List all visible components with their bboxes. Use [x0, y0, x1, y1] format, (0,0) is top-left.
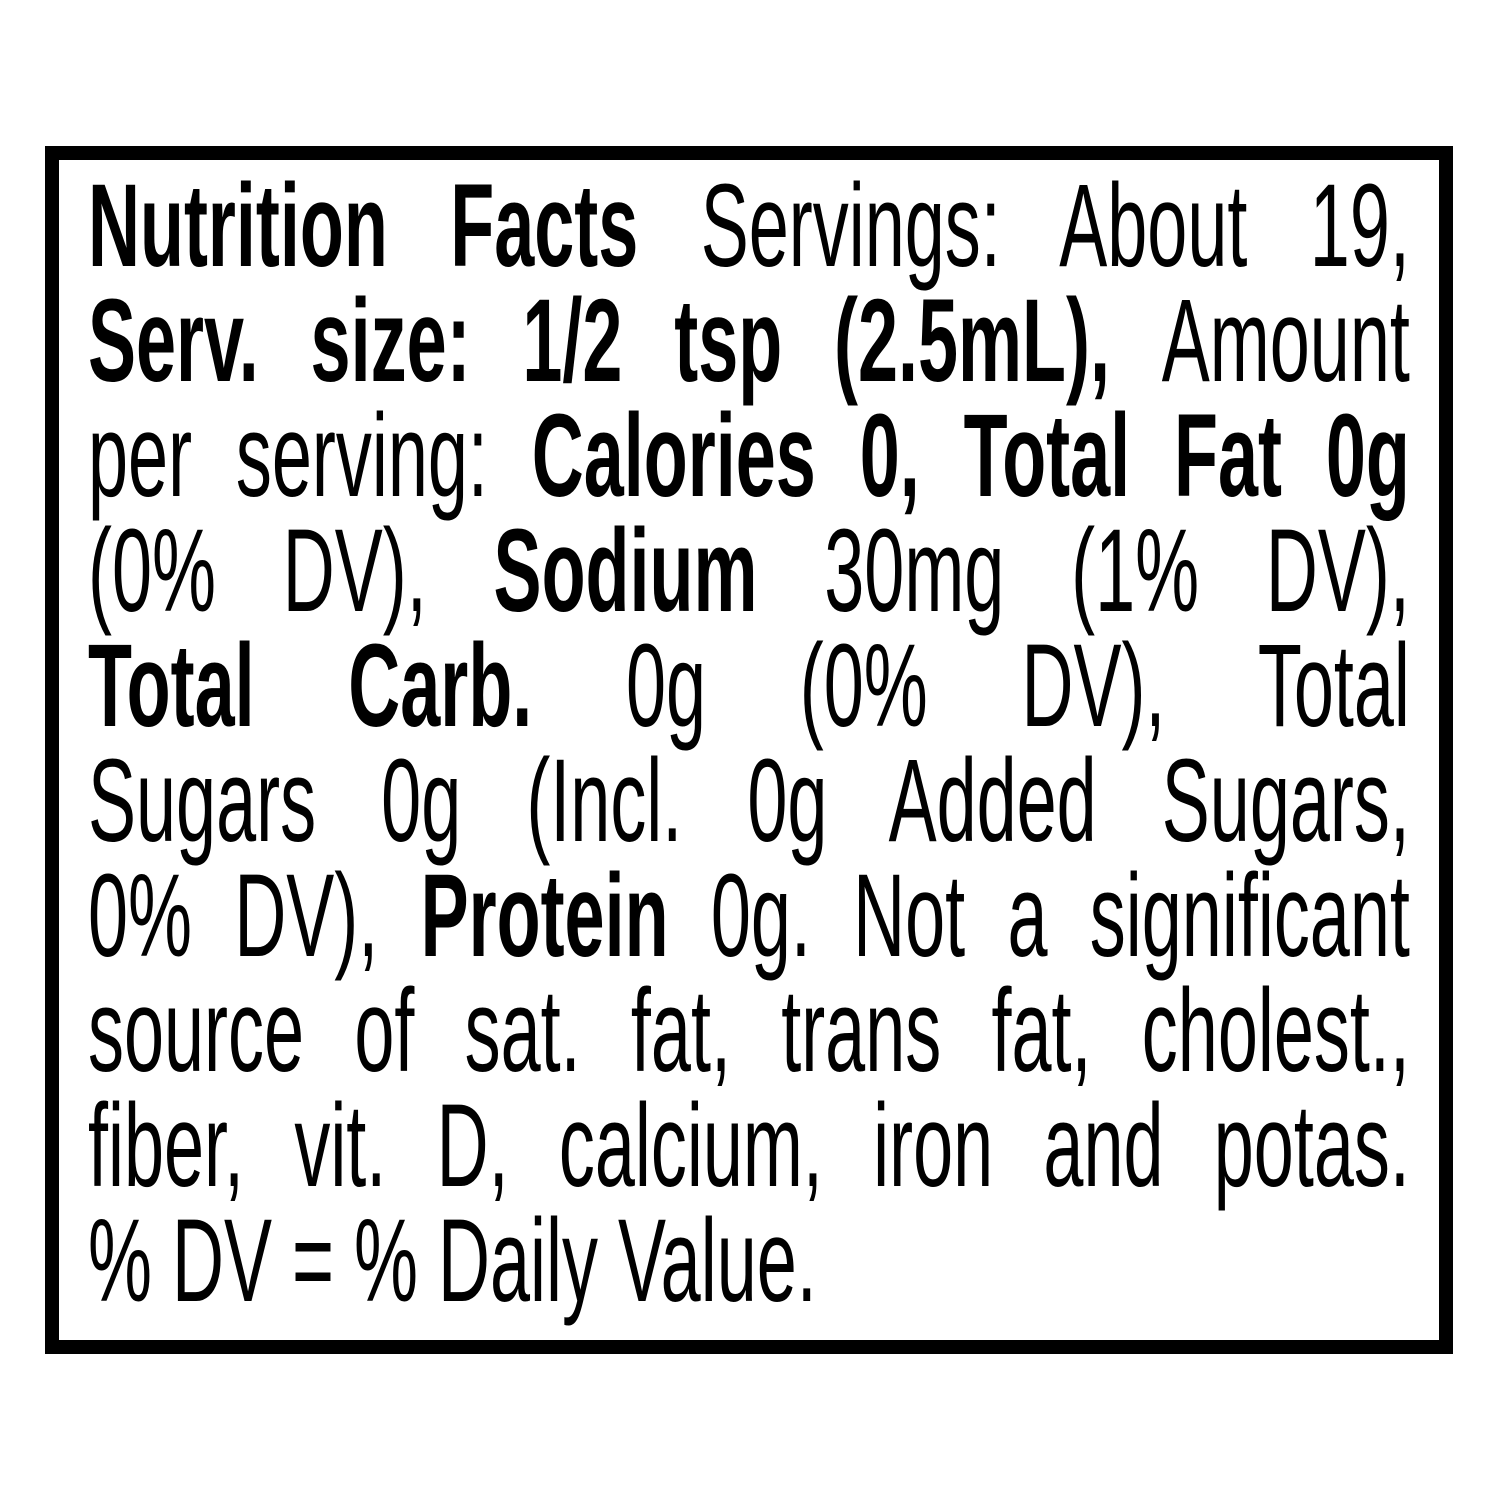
sugars-dv-text: 0% DV),: [88, 850, 421, 982]
serving-size-text: Serv. size: 1/2 tsp (2.5mL),: [88, 275, 1162, 407]
total-carb-label: Total Carb.: [88, 620, 533, 752]
protein-label: Protein: [420, 850, 669, 982]
not-significant-source-text: source of sat. fat, trans fat, cholest.,: [88, 965, 1410, 1097]
daily-value-footnote: % DV = % Daily Value.: [88, 1195, 817, 1327]
label-line: fiber, vit. D, calcium, iron and potas.: [88, 1087, 1410, 1205]
amount-text: Amount: [1161, 275, 1410, 407]
label-line: per serving: Calories 0, Total Fat 0g: [88, 397, 1410, 515]
label-line: Total Carb. 0g (0% DV), Total: [88, 627, 1410, 745]
calories-total-fat-text: Calories 0, Total Fat 0g: [531, 390, 1410, 522]
nutrition-facts-text: Nutrition Facts Servings: About 19, Serv…: [88, 167, 1410, 1320]
fat-dv-text: (0% DV),: [88, 505, 494, 637]
carb-value-text: 0g (0% DV), Total: [532, 620, 1410, 752]
protein-value-text: 0g. Not a significant: [668, 850, 1410, 982]
label-line: source of sat. fat, trans fat, cholest.,: [88, 972, 1410, 1090]
label-line: 0% DV), Protein 0g. Not a significant: [88, 857, 1410, 975]
sodium-label: Sodium: [493, 505, 758, 637]
sugars-text: Sugars 0g (Incl. 0g Added Sugars,: [88, 735, 1410, 867]
nutrition-facts-title: Nutrition Facts: [88, 160, 701, 292]
label-line: (0% DV), Sodium 30mg (1% DV),: [88, 512, 1410, 630]
label-line: Sugars 0g (Incl. 0g Added Sugars,: [88, 742, 1410, 860]
label-line: Serv. size: 1/2 tsp (2.5mL), Amount: [88, 282, 1410, 400]
fiber-vitamins-text: fiber, vit. D, calcium, iron and potas.: [88, 1080, 1410, 1212]
servings-text: Servings: About 19,: [700, 160, 1410, 292]
label-line: % DV = % Daily Value.: [88, 1202, 1410, 1320]
per-serving-text: per serving:: [88, 390, 532, 522]
nutrition-facts-label: Nutrition Facts Servings: About 19, Serv…: [45, 146, 1453, 1354]
label-line: Nutrition Facts Servings: About 19,: [88, 167, 1410, 285]
sodium-value-text: 30mg (1% DV),: [757, 505, 1410, 637]
